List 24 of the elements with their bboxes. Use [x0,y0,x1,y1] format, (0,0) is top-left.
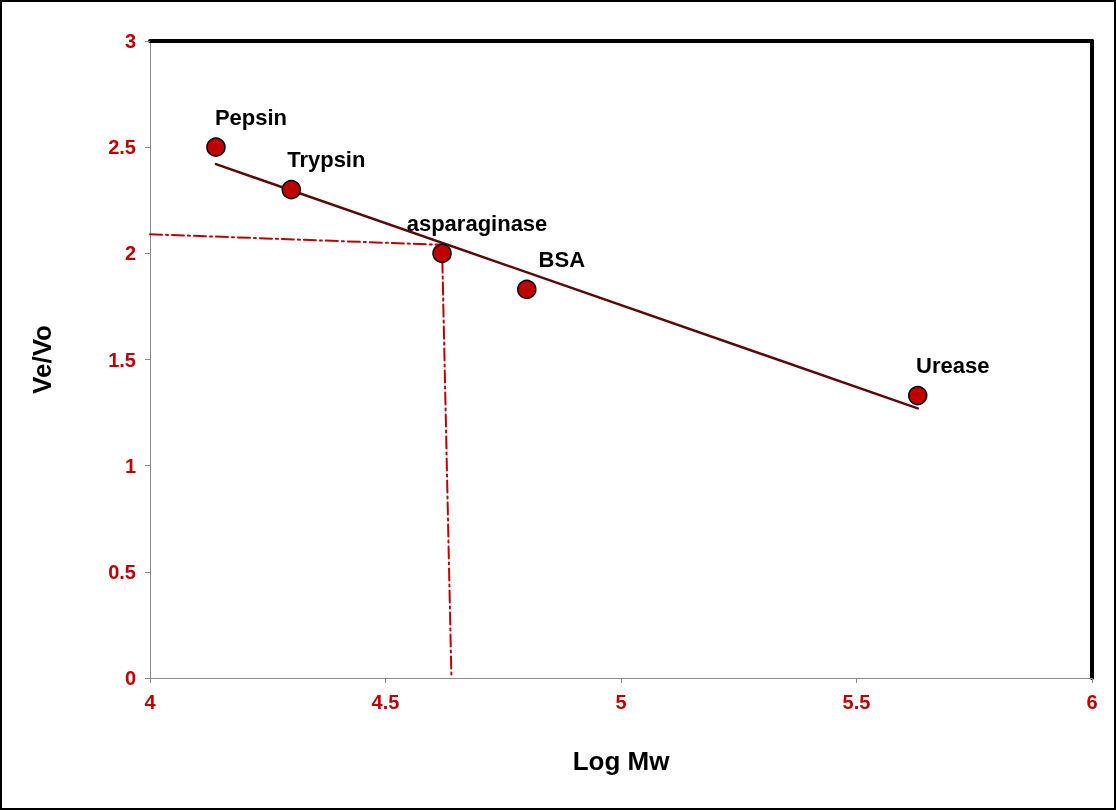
y-tick-label: 0 [124,667,136,689]
y-tick-label: 2.5 [108,136,136,159]
x-tick-label: 5 [615,691,627,713]
y-tick-label: 1 [124,454,136,477]
point [281,179,302,200]
x-tick-label: 6 [1086,691,1098,713]
y-tick-label: 0.5 [108,560,136,583]
point [432,243,452,264]
point [517,279,537,300]
point [206,137,226,157]
y-tick-label: 2 [124,242,136,265]
annotation: asparaginase [406,210,548,236]
y-tick-label: 1.5 [108,348,136,371]
annotation: Urease [916,353,990,379]
x-tick-label: 4.5 [371,691,400,713]
x-axis-title: Log Mw [572,746,671,776]
y-tick-label: 3 [124,30,136,52]
x-tick-label: 5.5 [842,691,871,713]
annotation: Pepsin [214,104,288,130]
annotation: Trypsin [287,147,366,173]
y-axis-title: Ve/Vo [27,325,57,394]
point [908,385,928,406]
x-tick-label: 4 [144,691,157,713]
annotation: BSA [538,246,586,272]
